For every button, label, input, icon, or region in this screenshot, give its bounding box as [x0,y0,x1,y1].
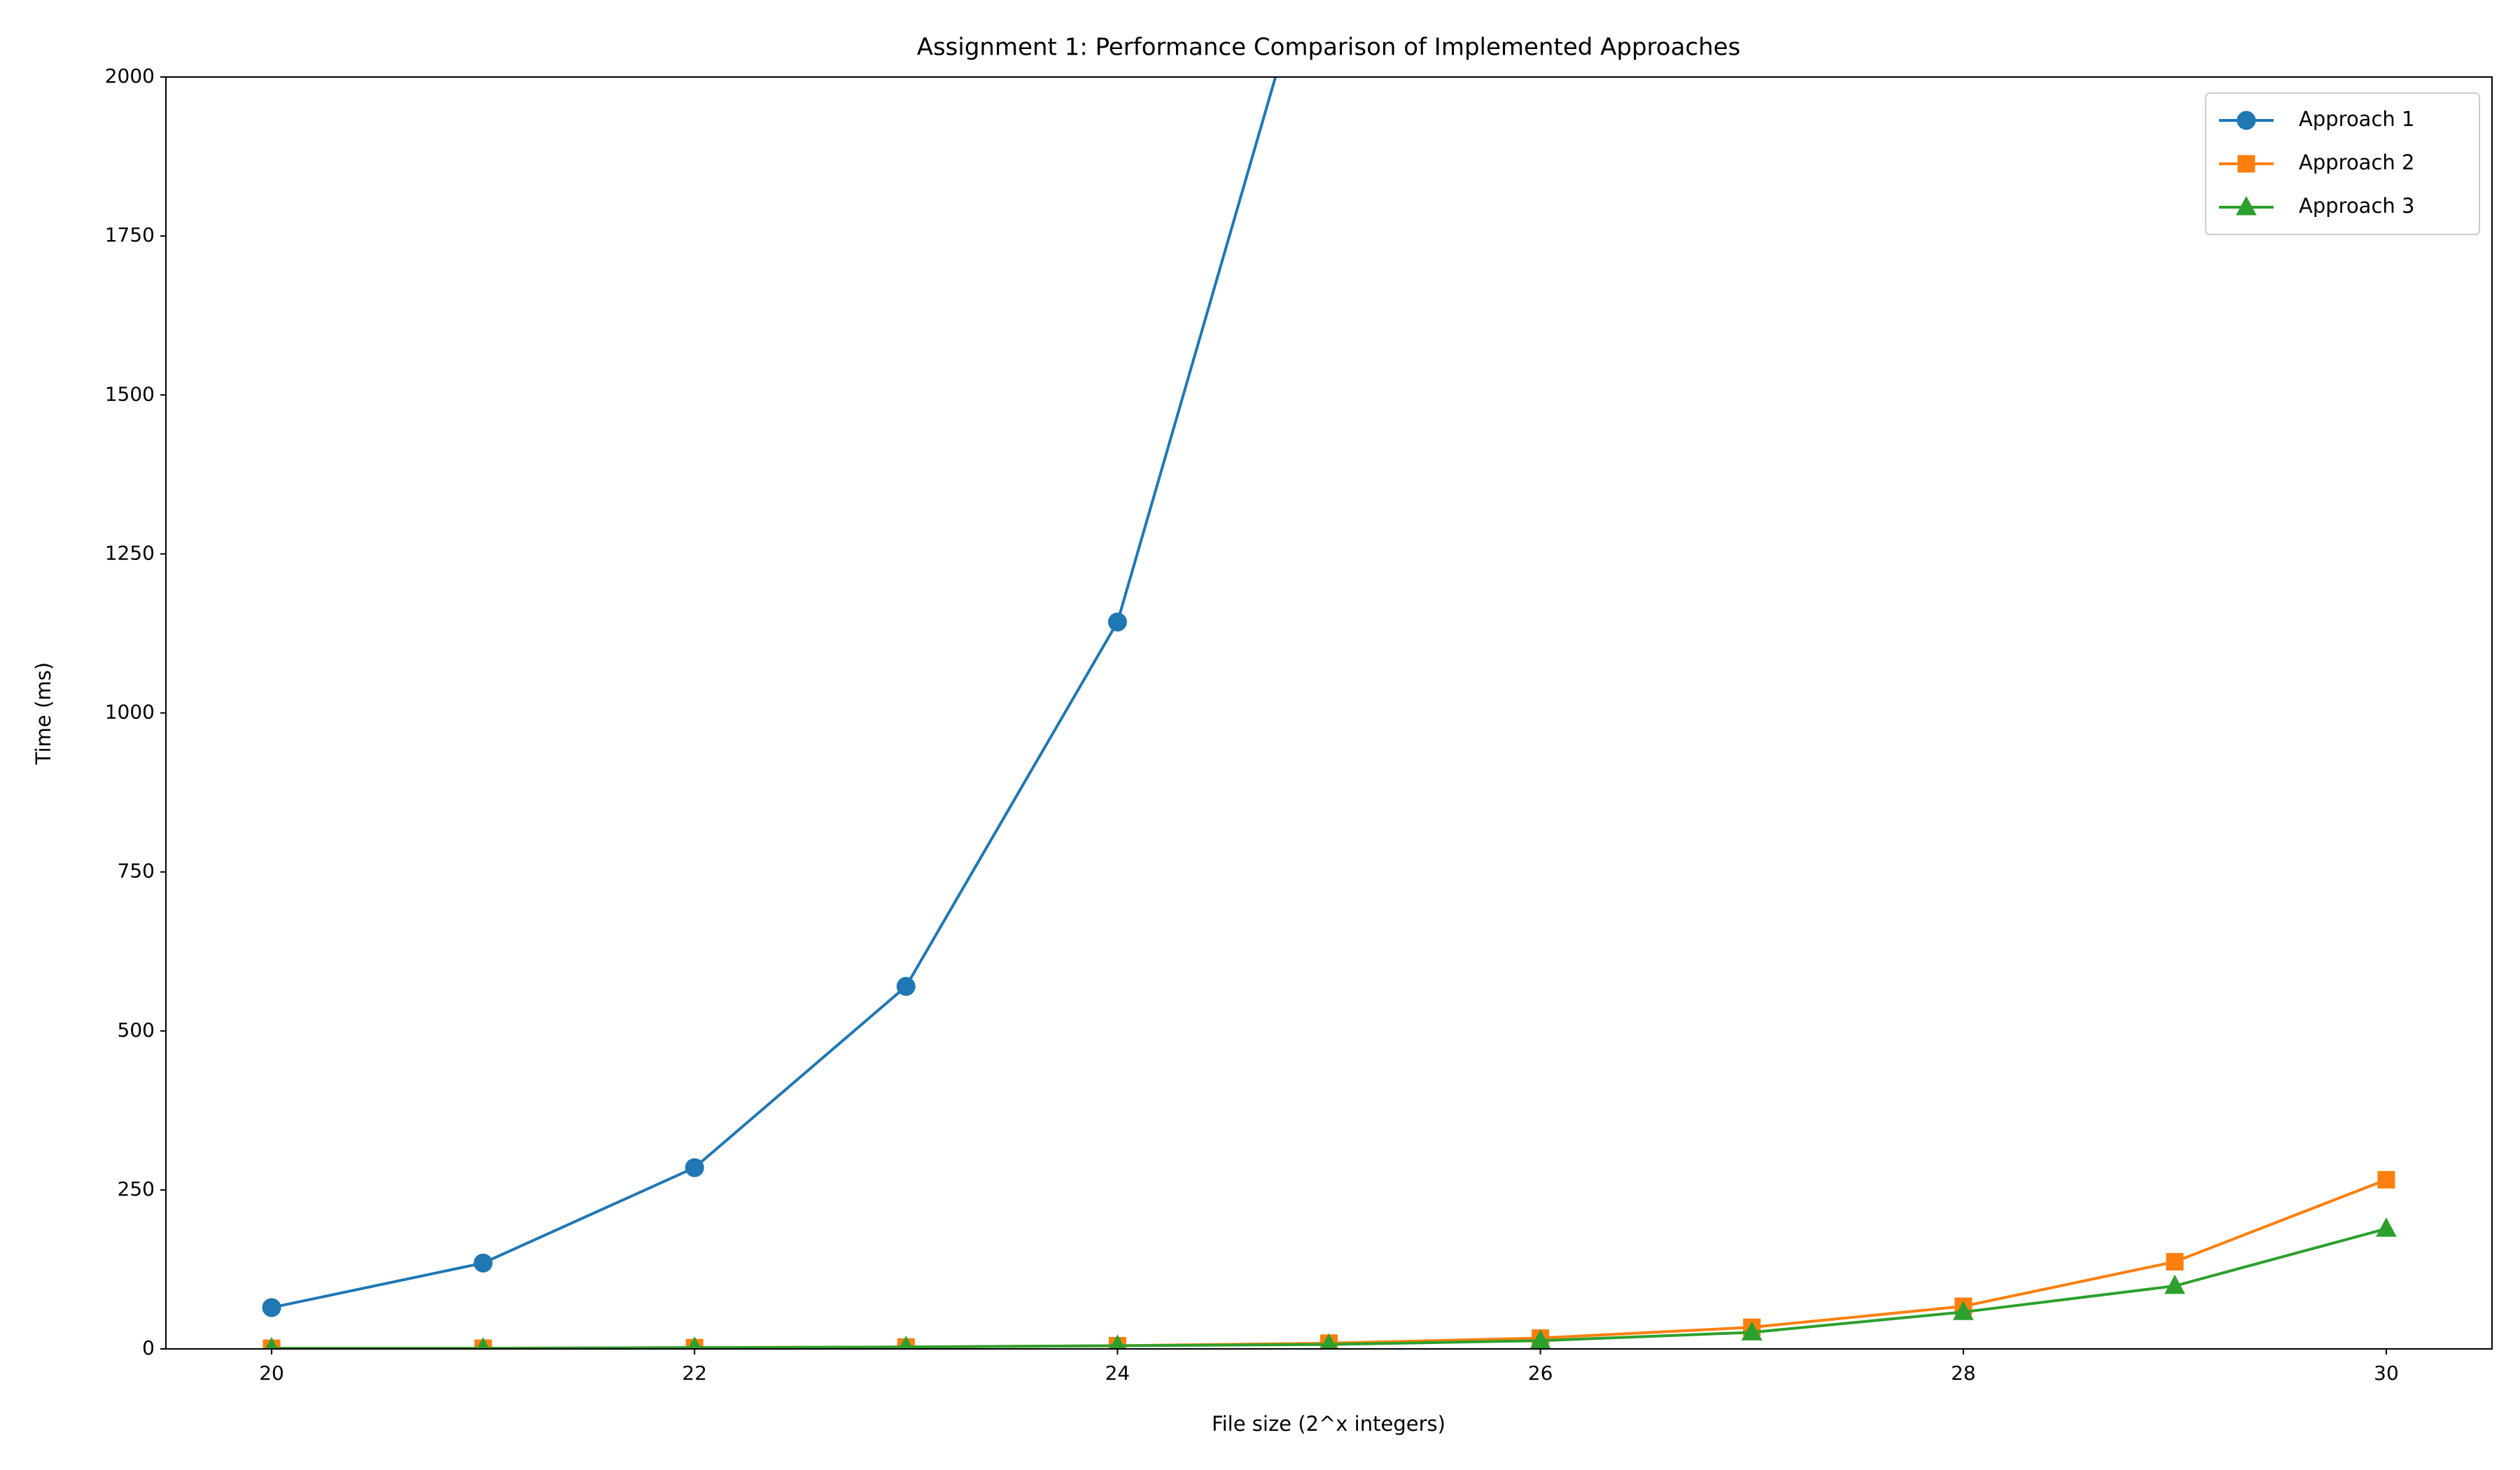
marker [473,1253,493,1273]
series-line [271,77,1278,1309]
chart-title: Assignment 1: Performance Comparison of … [917,34,1741,62]
legend: Approach 1 Approach 2 Approach 3 [2205,92,2480,235]
marker [1952,1301,1974,1320]
marker [685,1158,704,1177]
y-tick-label: 500 [118,1018,155,1042]
marker [2166,1253,2184,1271]
legend-label: Approach 1 [2299,107,2414,131]
y-tick-label: 2000 [105,64,155,88]
marker [2377,1170,2395,1189]
y-tick-label: 1500 [105,382,155,405]
y-axis-label: Time (ms) [31,662,55,765]
legend-label: Approach 3 [2299,194,2414,218]
marker [265,1337,279,1349]
x-tick-label: 22 [682,1362,707,1385]
y-tick-label: 1000 [105,701,155,724]
y-tick-label: 1250 [105,541,155,564]
marker [1320,1333,1338,1349]
x-tick-label: 28 [1951,1362,1976,1385]
y-tick-label: 750 [118,860,155,883]
marker [687,1336,701,1349]
marker [2376,1217,2397,1237]
legend-marker [2236,195,2257,216]
y-tick-label: 1750 [105,223,155,246]
marker [899,1336,913,1349]
legend-marker [2237,155,2255,173]
x-tick-label: 30 [2374,1362,2399,1385]
x-axis-label: File size (2^x integers) [1212,1412,1446,1436]
marker [477,1337,490,1349]
marker [262,1298,281,1317]
y-tick-label: 250 [118,1177,155,1200]
series-layer [262,77,2397,1349]
x-tick-label: 24 [1105,1362,1130,1385]
marker [2164,1275,2185,1294]
x-tick-label: 26 [1528,1362,1553,1385]
marker [1741,1321,1763,1340]
legend-label: Approach 2 [2299,150,2414,174]
legend-marker [2236,111,2256,130]
x-tick-label: 20 [259,1362,284,1385]
y-tick-label: 0 [142,1336,155,1359]
marker [896,976,916,996]
marker [1110,1334,1126,1349]
legend-box [2205,92,2480,235]
marker [1107,612,1127,632]
axes-frame [165,76,2493,1350]
